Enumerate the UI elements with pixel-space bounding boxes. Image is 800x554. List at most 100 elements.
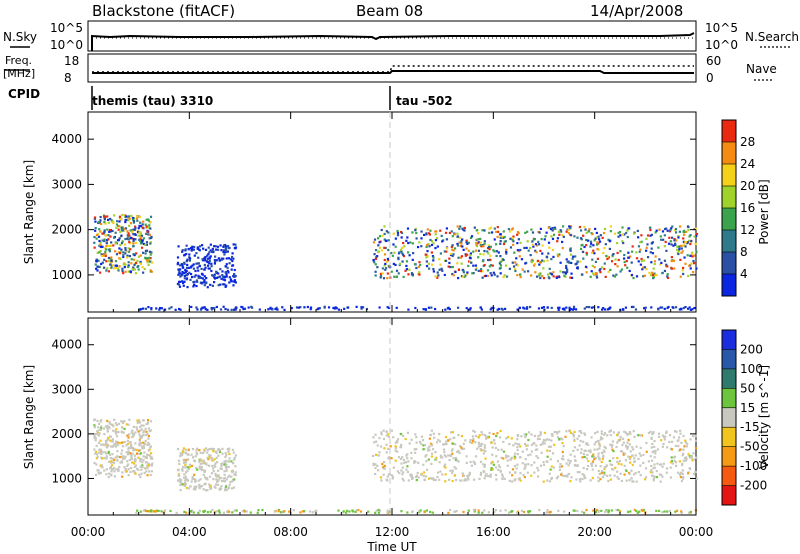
power-data-cell-0-283 (149, 227, 152, 230)
power-data-cell-2-344 (395, 269, 399, 272)
vel-data-cell-2-393 (464, 478, 467, 481)
power-data-cell-1-153 (189, 278, 192, 281)
power-data-cell-2-696 (376, 266, 379, 269)
power-data-cell-3-47 (433, 307, 437, 311)
power-data-cell-2-795 (451, 235, 454, 238)
vel-data-cell-2-151 (638, 452, 641, 455)
power-data-cell-1-221 (231, 264, 234, 267)
vel-data-cell-1-129 (201, 451, 205, 455)
vel-data-cell-2-479 (681, 462, 684, 465)
vel-data-cell-1-79 (234, 454, 238, 457)
power-data-cell-2-16 (394, 245, 397, 248)
vel-data-cell-3-153 (545, 511, 548, 514)
power-data-cell-1-13 (179, 268, 182, 271)
vel-data-cell-2-510 (535, 444, 538, 447)
vel-data-cell-0-181 (117, 469, 120, 472)
vel-data-cell-2-61 (565, 462, 568, 465)
vel-data-cell-2-242 (491, 453, 494, 456)
vel-data-cell-2-885 (621, 437, 625, 440)
power-data-cell-2-702 (627, 227, 630, 230)
vel-data-cell-1-170 (190, 453, 193, 456)
power-data-cell-0-263 (97, 235, 101, 238)
vel-data-cell-2-362 (617, 431, 620, 434)
power-data-cell-2-769 (493, 250, 496, 253)
vel-data-cell-1-167 (232, 486, 236, 489)
vel-data-cell-1-88 (217, 479, 220, 482)
power-data-cell-3-33 (602, 307, 605, 310)
vel-data-cell-2-899 (669, 461, 673, 464)
time-axis-ticks: 00:00 04:00 08:00 12:00 16:00 20:00 00:00 (71, 112, 713, 539)
vel-data-cell-0-271 (116, 450, 119, 453)
vel-data-cell-2-535 (629, 461, 632, 464)
vel-data-cell-2-197 (661, 475, 664, 478)
vel-data-cell-1-82 (190, 480, 193, 483)
power-data-cell-2-673 (493, 273, 496, 276)
vel-data-cell-0-89 (121, 421, 125, 425)
vel-data-cell-2-737 (645, 450, 648, 453)
power-data-cell-0-377 (115, 253, 119, 256)
vel-data-cell-2-667 (560, 437, 563, 440)
power-data-cell-1-92 (211, 274, 214, 277)
vel-data-cell-2-588 (637, 434, 640, 437)
power-data-cell-0-351 (141, 239, 144, 242)
velocity-colorbar-level-0: -200 (740, 479, 767, 493)
vel-data-cell-0-372 (103, 443, 106, 447)
power-data-cell-0-75 (149, 253, 152, 256)
power-data-cell-0-84 (100, 222, 103, 226)
power-data-cell-2-556 (401, 252, 404, 255)
power-data-cell-3-160 (271, 308, 274, 311)
power-data-cell-0-87 (115, 226, 118, 229)
power-data-cell-0-103 (121, 240, 124, 243)
vel-data-cell-2-898 (374, 472, 377, 476)
vel-data-cell-2-94 (656, 448, 660, 451)
power-data-cell-2-562 (621, 233, 625, 236)
vel-data-cell-2-491 (422, 448, 425, 451)
vel-data-cell-0-235 (106, 424, 109, 427)
power-data-cell-0-90 (127, 247, 130, 250)
power-data-cell-2-138 (495, 250, 499, 253)
power-data-cell-1-135 (213, 245, 216, 248)
power-data-cell-2-249 (630, 261, 633, 264)
power-data-cell-0-185 (95, 267, 98, 270)
power-data-cell-2-192 (601, 236, 604, 240)
vel-data-cell-0-374 (125, 470, 129, 473)
power-data-cell-0-136 (144, 249, 148, 252)
power-data-cell-1-147 (232, 243, 235, 246)
vel-data-cell-2-674 (603, 445, 606, 449)
power-data-cell-2-647 (648, 226, 652, 229)
power-data-cell-1-196 (218, 275, 221, 278)
vel-data-cell-2-346 (617, 477, 620, 481)
vel-data-cell-2-695 (600, 472, 603, 475)
vel-data-cell-2-309 (495, 434, 498, 438)
power-data-cell-2-248 (589, 240, 593, 243)
power-data-cell-2-157 (515, 263, 518, 266)
vel-data-cell-0-330 (127, 450, 130, 453)
vel-data-cell-2-780 (581, 477, 584, 481)
power-data-cell-0-160 (105, 244, 108, 248)
power-data-cell-2-469 (591, 258, 594, 261)
power-data-cell-1-165 (183, 253, 187, 256)
power-data-cell-0-208 (104, 252, 107, 256)
power-data-cell-2-63 (465, 239, 468, 242)
power-data-cell-2-386 (693, 235, 696, 238)
vel-data-cell-1-178 (212, 478, 215, 481)
vel-data-cell-2-865 (469, 460, 472, 464)
power-data-cell-2-125 (499, 254, 502, 258)
vel-data-cell-1-12 (223, 473, 226, 476)
power-colorbar-swatch-2 (722, 230, 736, 252)
power-data-cell-2-868 (436, 245, 439, 248)
power-data-cell-2-311 (539, 249, 542, 253)
power-data-cell-1-129 (192, 285, 195, 288)
vel-data-cell-1-47 (200, 465, 203, 469)
power-data-cell-2-678 (503, 240, 506, 243)
vel-data-cell-2-526 (586, 453, 589, 457)
vel-data-cell-1-128 (215, 456, 218, 459)
power-data-cell-1-179 (226, 266, 229, 269)
vel-data-cell-3-93 (288, 510, 291, 513)
power-data-cell-2-296 (596, 247, 599, 251)
vel-data-cell-2-455 (420, 435, 424, 438)
vel-data-cell-1-141 (184, 475, 187, 478)
power-data-cell-2-589 (469, 254, 472, 257)
power-data-cell-2-211 (480, 268, 483, 271)
vel-data-cell-0-251 (133, 470, 136, 473)
